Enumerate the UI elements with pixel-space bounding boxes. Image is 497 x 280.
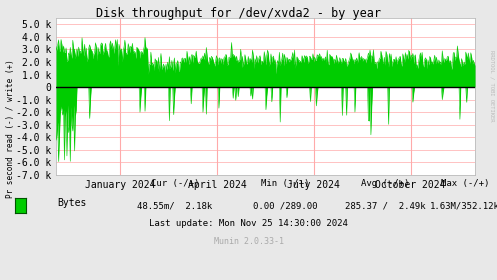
Text: Pr second read (-) / write (+): Pr second read (-) / write (+) [6, 59, 15, 198]
Text: Avg (-/+): Avg (-/+) [361, 179, 409, 188]
Text: 285.37 /  2.49k: 285.37 / 2.49k [345, 202, 425, 211]
Text: Cur (-/+): Cur (-/+) [151, 179, 199, 188]
Text: 48.55m/  2.18k: 48.55m/ 2.18k [137, 202, 213, 211]
Text: Disk throughput for /dev/xvda2 - by year: Disk throughput for /dev/xvda2 - by year [96, 7, 381, 20]
Text: RRDTOOL / TOBI OETIKER: RRDTOOL / TOBI OETIKER [489, 50, 494, 122]
Text: 1.63M/352.12k: 1.63M/352.12k [430, 202, 497, 211]
Text: Munin 2.0.33-1: Munin 2.0.33-1 [214, 237, 283, 246]
Text: Max (-/+): Max (-/+) [441, 179, 489, 188]
Text: Last update: Mon Nov 25 14:30:00 2024: Last update: Mon Nov 25 14:30:00 2024 [149, 220, 348, 228]
Text: 0.00 /289.00: 0.00 /289.00 [253, 202, 317, 211]
Text: Bytes: Bytes [57, 198, 86, 208]
Text: Min (-/+): Min (-/+) [261, 179, 309, 188]
